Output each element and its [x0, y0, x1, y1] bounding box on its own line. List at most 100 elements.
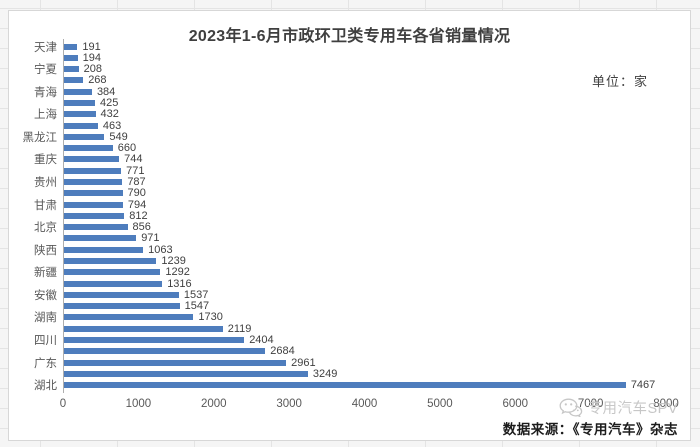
value-label: 660 — [117, 142, 137, 155]
bar-row: 194 — [9, 51, 690, 64]
category-label: 贵州 — [34, 177, 57, 190]
bar-row: 甘肃 794 — [9, 198, 690, 212]
bar — [63, 179, 123, 186]
value-label: 208 — [83, 63, 103, 76]
bar-row: 1547 — [9, 300, 690, 313]
bar — [63, 111, 96, 118]
x-tick-label: 3000 — [276, 398, 302, 410]
value-label: 425 — [100, 97, 119, 110]
bar-row: 771 — [9, 164, 690, 177]
value-label: 787 — [127, 176, 146, 189]
value-label: 194 — [82, 51, 101, 64]
value-label: 771 — [126, 164, 145, 177]
bar — [63, 291, 179, 298]
x-tick-label: 2000 — [200, 398, 227, 410]
category-label: 上海 — [34, 109, 57, 122]
value-label: 3249 — [312, 367, 338, 380]
bar — [63, 190, 123, 197]
bar — [63, 212, 125, 219]
bar — [63, 269, 161, 276]
bar — [63, 156, 120, 163]
value-label: 1537 — [183, 288, 209, 301]
x-tick-label: 6000 — [502, 398, 529, 410]
bar-row: 2119 — [9, 323, 690, 335]
bar — [63, 167, 122, 174]
x-tick-label: 8000 — [653, 398, 679, 410]
category-label: 北京 — [34, 222, 57, 235]
x-tick-label: 7000 — [577, 398, 604, 410]
category-label: 甘肃 — [34, 199, 57, 212]
bar — [63, 133, 105, 140]
category-label: 新疆 — [34, 267, 57, 280]
category-label: 安徽 — [34, 289, 57, 302]
x-tick-label: 5000 — [427, 398, 453, 410]
bar-row: 425 — [9, 97, 690, 110]
x-tick-label: 0 — [59, 398, 67, 410]
x-axis: 0 1000 2000 3000 4000 5000 6000 7000 8000 — [9, 398, 690, 412]
bar — [63, 280, 163, 287]
bar-row: 青海 384 — [9, 85, 690, 99]
bar-row: 268 — [9, 74, 690, 87]
category-label: 宁夏 — [34, 64, 57, 77]
bar — [63, 359, 287, 366]
value-label: 268 — [88, 74, 107, 87]
bar — [63, 370, 308, 377]
wechat-icon — [559, 398, 583, 417]
bar — [63, 257, 157, 264]
bar — [63, 54, 78, 61]
value-label: 2404 — [249, 333, 274, 346]
bar — [63, 77, 84, 84]
value-label: 2961 — [291, 356, 316, 369]
plot-area: 天津 191 194 宁夏 208 268 青海 384 425 上海 432 463 黑龙江 549 66… — [9, 39, 690, 393]
category-label: 青海 — [34, 86, 57, 99]
chart-title: 2023年1-6月市政环卫类专用车各省销量情况 — [188, 28, 511, 45]
bar-row: 湖南 1730 — [9, 311, 690, 325]
bar-row: 3249 — [9, 367, 690, 380]
bar — [63, 201, 123, 208]
bar — [63, 246, 144, 253]
bar — [63, 336, 245, 343]
category-label: 天津 — [34, 41, 57, 54]
bar — [63, 314, 194, 321]
value-label: 971 — [141, 232, 160, 245]
bar-row: 广东 2961 — [9, 356, 690, 370]
category-label: 黑龙江 — [22, 131, 58, 144]
value-label: 812 — [129, 209, 148, 222]
bar — [63, 224, 128, 231]
value-label: 1063 — [148, 243, 173, 256]
value-label: 463 — [102, 119, 122, 132]
value-label: 856 — [132, 221, 151, 234]
bar-row: 812 — [9, 209, 690, 222]
bar-row: 新疆 1292 — [9, 266, 690, 280]
bar-row: 黑龙江 549 — [9, 131, 690, 144]
x-tick-label: 4000 — [351, 398, 378, 410]
chart-card: 2023年1-6月市政环卫类专用车各省销量情况 单位：家 天津 191 194 宁夏 2… — [8, 10, 691, 441]
bar — [63, 235, 137, 242]
bar — [63, 382, 626, 389]
value-label: 790 — [127, 187, 146, 200]
bar-row: 790 — [9, 187, 690, 200]
bar-row: 四川 2404 — [9, 333, 690, 347]
x-tick-label: 1000 — [125, 398, 152, 410]
value-label: 7467 — [630, 379, 656, 392]
bar — [63, 145, 113, 152]
watermark: 专用汽车SPV — [559, 397, 678, 418]
bar-row: 安徽 1537 — [9, 288, 690, 302]
value-label: 1239 — [161, 254, 186, 267]
bar — [63, 66, 79, 73]
bar-row: 贵州 787 — [9, 176, 690, 190]
bar — [63, 43, 78, 50]
bar-row: 1316 — [9, 278, 690, 290]
bar-row: 陕西 1063 — [9, 243, 690, 257]
value-label: 1292 — [165, 266, 190, 279]
value-label: 794 — [127, 198, 147, 211]
bar-row: 463 — [9, 119, 690, 132]
category-label: 湖南 — [34, 312, 57, 325]
bar-row: 天津 191 — [9, 40, 690, 54]
bar-row: 2684 — [9, 345, 690, 357]
value-label: 1547 — [184, 300, 210, 313]
bar-row: 1239 — [9, 254, 690, 267]
value-label: 191 — [82, 40, 101, 53]
bar-row: 宁夏 208 — [9, 63, 690, 77]
value-label: 384 — [96, 85, 116, 98]
